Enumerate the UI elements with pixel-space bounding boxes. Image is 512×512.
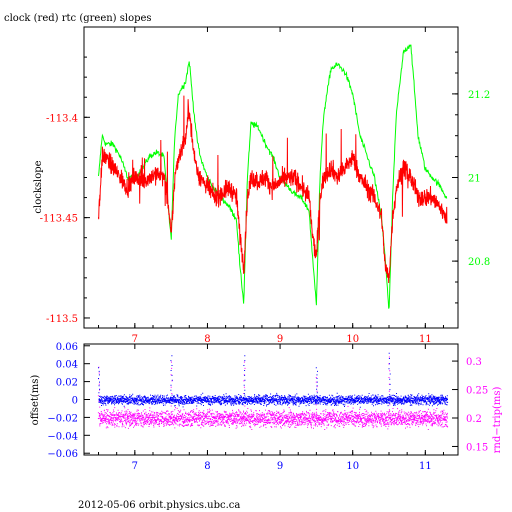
top-x-axis: 7 8 9 10 11	[98, 27, 444, 345]
footer-text: 2012-05-06 orbit.physics.ubc.ca	[78, 500, 240, 511]
bottom-y-tick-label: 0.06	[56, 342, 78, 353]
top-y-tick-label: -113.45	[40, 214, 78, 225]
top-y-axis-label: clockslope	[33, 160, 44, 213]
bottom-y-tick-label: −0.04	[47, 431, 78, 442]
rtc-series-line	[98, 44, 448, 309]
bottom-x-tick-label: 9	[277, 461, 283, 472]
bottom-y-tick-label: 0.02	[56, 378, 78, 389]
top-y2-tick-label: 20.8	[468, 257, 490, 268]
bottom-x-tick-label: 7	[132, 461, 138, 472]
top-y2-tick-label: 21.2	[468, 90, 490, 101]
rnd-trip-scatter-points	[97, 356, 449, 430]
offset-scatter-points	[98, 352, 449, 408]
top-panel: 7 8 9 10 11 -113.4 -113.45 -113.5 21.2 21 20.8 c…	[33, 26, 490, 345]
top-y2-tick-label: 21	[468, 174, 481, 185]
bottom-y-tick-label: −0.02	[47, 413, 78, 424]
bottom-y-tick-label: −0.06	[47, 449, 78, 460]
bottom-x-tick-label: 11	[419, 461, 432, 472]
bottom-y-axis: 0.06 0.04 0.02 0 −0.02 −0.04 −0.06	[47, 342, 90, 460]
bottom-y-tick-label: 0.04	[56, 360, 78, 371]
top-y-tick-label: -113.4	[46, 113, 78, 124]
bottom-x-tick-label: 10	[346, 461, 359, 472]
bottom-y-axis-label: offset(ms)	[30, 375, 41, 426]
bottom-y2-axis: 0.3 0.25 0.2 0.15	[452, 357, 488, 453]
top-series-group	[98, 44, 448, 309]
bottom-y2-axis-label: rnd−trip(ms)	[492, 386, 503, 453]
bottom-y-tick-label: 0	[72, 396, 78, 407]
bottom-x-axis: 7 8 9 10 11	[98, 344, 444, 472]
bottom-panel: 7 8 9 10 11 0.06 0.04 0.02 0 −0.02 −0.04 −0.06 0.3…	[30, 342, 503, 472]
top-y-axis: -113.4 -113.45 -113.5	[40, 56, 90, 325]
top-x-tick-label: 9	[277, 334, 283, 345]
bottom-y2-tick-label: 0.25	[466, 386, 488, 397]
bottom-y2-tick-label: 0.3	[466, 357, 482, 368]
chart-title: clock (red) rtc (green) slopes	[4, 13, 152, 24]
top-y-tick-label: -113.5	[46, 314, 78, 325]
clock-series-line	[98, 95, 448, 284]
top-x-tick-label: 10	[346, 334, 359, 345]
bottom-x-tick-label: 8	[204, 461, 210, 472]
bottom-y2-tick-label: 0.15	[466, 442, 488, 453]
top-x-tick-label: 11	[419, 334, 432, 345]
bottom-y2-tick-label: 0.2	[466, 414, 482, 425]
top-x-tick-label: 8	[204, 334, 210, 345]
top-y2-axis: 21.2 21 20.8	[452, 51, 490, 304]
top-x-tick-label: 7	[132, 334, 138, 345]
bottom-series-group	[97, 352, 449, 430]
